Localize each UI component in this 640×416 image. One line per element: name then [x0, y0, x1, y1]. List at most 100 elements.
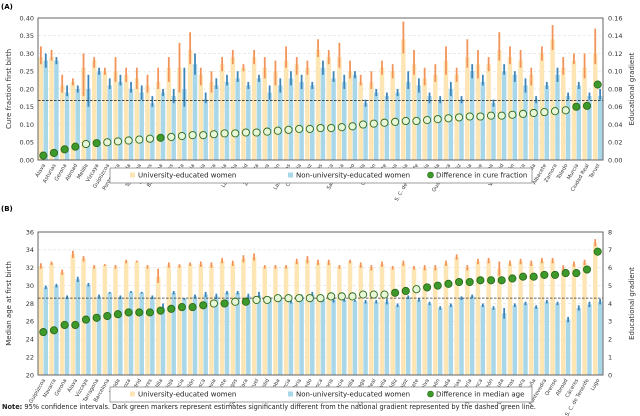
- difference-marker: [518, 109, 528, 118]
- difference-marker-significant: [71, 142, 80, 151]
- plot-frame: [37, 231, 604, 376]
- ci-non-university: [130, 81, 132, 93]
- y2-tick-label: 6: [608, 264, 612, 272]
- ci-university: [359, 262, 362, 268]
- difference-marker-significant: [423, 283, 432, 292]
- difference-marker: [561, 106, 570, 115]
- ci-non-university: [98, 67, 100, 75]
- difference-marker-significant: [145, 308, 154, 317]
- ci-non-university: [236, 290, 239, 295]
- bar-university: [358, 265, 363, 375]
- ci-non-university: [279, 78, 282, 93]
- ci-non-university: [258, 74, 260, 82]
- difference-marker: [327, 292, 336, 301]
- bar-university: [262, 67, 267, 160]
- ci-university: [253, 253, 255, 261]
- bar-university: [273, 71, 278, 160]
- bar-non-university: [576, 85, 582, 160]
- difference-marker-significant: [156, 133, 165, 142]
- ci-non-university: [300, 74, 303, 89]
- bar-non-university: [437, 99, 443, 160]
- bar-non-university: [395, 92, 400, 160]
- ci-university: [178, 42, 181, 93]
- bar-university: [59, 85, 65, 160]
- ci-university: [573, 53, 575, 65]
- difference-marker-significant: [39, 151, 48, 160]
- bar-non-university: [64, 92, 70, 160]
- bar-university: [123, 261, 129, 375]
- ci-university: [178, 264, 181, 268]
- difference-marker: [113, 137, 123, 146]
- bar-university: [550, 39, 555, 160]
- bar-university: [465, 267, 470, 375]
- bar-university: [561, 268, 566, 375]
- bar-non-university: [533, 307, 539, 375]
- difference-marker: [433, 115, 442, 124]
- bar-non-university: [246, 85, 251, 160]
- ci-university: [423, 265, 426, 271]
- difference-marker: [337, 292, 346, 301]
- bar-non-university: [171, 292, 176, 375]
- ci-university: [477, 49, 479, 79]
- ci-non-university: [194, 294, 196, 299]
- difference-marker: [209, 130, 218, 139]
- y2-tick-label: 0.10: [608, 68, 622, 76]
- y-tick-label: 34: [26, 246, 34, 254]
- difference-marker: [145, 134, 154, 143]
- ci-university: [274, 60, 277, 86]
- ci-university: [338, 265, 341, 269]
- ci-non-university: [247, 293, 250, 300]
- ci-university: [583, 53, 586, 79]
- bar-non-university: [544, 85, 550, 160]
- ci-university: [157, 268, 160, 283]
- difference-marker: [305, 294, 314, 303]
- difference-marker-significant: [508, 274, 517, 283]
- ci-university: [125, 259, 128, 264]
- bar-non-university: [54, 60, 59, 160]
- ci-non-university: [130, 290, 132, 293]
- bar-university: [145, 85, 150, 160]
- difference-marker-significant: [391, 288, 400, 297]
- difference-marker: [135, 135, 144, 144]
- legend-label: Non-university-educated women: [296, 172, 410, 180]
- ci-non-university: [140, 85, 143, 100]
- ci-non-university: [322, 60, 324, 75]
- bar-university: [166, 67, 172, 160]
- difference-marker-significant: [220, 299, 229, 308]
- difference-marker-significant: [81, 315, 91, 324]
- difference-marker: [316, 124, 325, 133]
- bar-non-university: [352, 74, 358, 160]
- ci-non-university: [535, 96, 538, 104]
- bar-university: [561, 67, 566, 160]
- ci-university: [50, 49, 53, 61]
- difference-marker: [177, 131, 186, 141]
- bar-university: [294, 261, 299, 375]
- difference-marker-significant: [401, 286, 410, 296]
- bar-non-university: [107, 85, 112, 160]
- bar-non-university: [363, 301, 368, 375]
- ci-non-university: [599, 89, 602, 100]
- ci-university: [167, 262, 170, 268]
- ci-non-university: [55, 57, 58, 65]
- bar-university: [529, 263, 534, 375]
- bar-non-university: [587, 96, 592, 160]
- ci-non-university: [471, 294, 474, 299]
- ci-university: [402, 21, 405, 54]
- difference-marker-significant: [487, 276, 496, 285]
- ci-university: [509, 260, 511, 266]
- bar-university: [230, 263, 236, 375]
- bar-non-university: [523, 303, 528, 375]
- ci-non-university: [524, 78, 527, 93]
- y-tick-label: 0.25: [20, 68, 34, 76]
- difference-marker: [295, 294, 304, 303]
- bar-non-university: [192, 296, 198, 375]
- bar-non-university: [160, 92, 166, 160]
- bar-university: [390, 267, 395, 375]
- ci-university: [519, 258, 522, 265]
- ci-non-university: [98, 294, 100, 299]
- ci-non-university: [386, 299, 388, 305]
- bar-non-university: [512, 305, 518, 375]
- difference-marker: [284, 294, 293, 303]
- y2-tick-label: 4: [608, 300, 612, 308]
- legend: University-educated women Non-university-…: [109, 167, 533, 184]
